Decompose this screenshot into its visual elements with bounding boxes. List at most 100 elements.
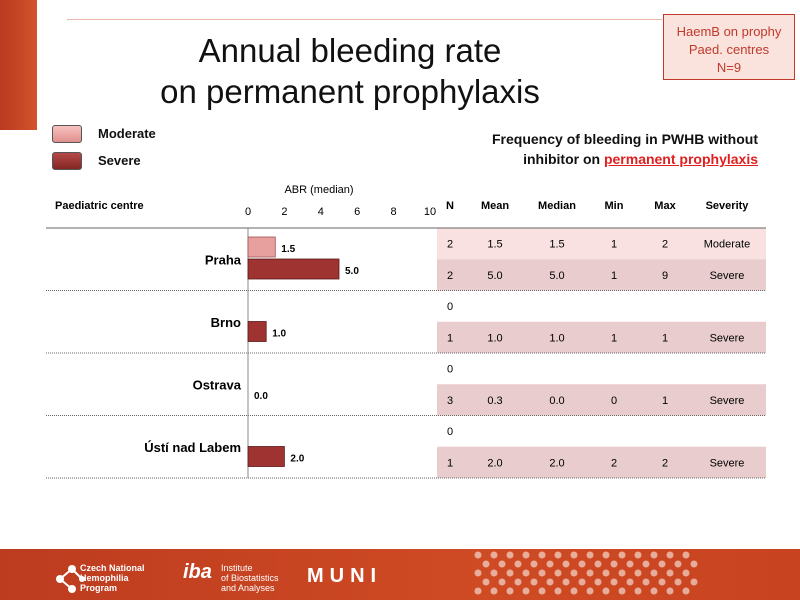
- decorative-dot: [650, 569, 658, 577]
- decorative-dot: [594, 560, 602, 568]
- table-cell: 1.0: [487, 332, 502, 344]
- decorative-dot: [522, 569, 530, 577]
- table-title-line-2: inhibitor on permanent prophylaxis: [420, 149, 758, 169]
- decorative-dot: [658, 560, 666, 568]
- table-cell: Severe: [710, 332, 745, 344]
- decorative-dot: [530, 578, 538, 586]
- iba-logo-text: Institute of Biostatistics and Analyses: [221, 563, 279, 593]
- bar-data-label: 1.5: [281, 244, 295, 255]
- table-title-line-2-text: inhibitor on: [523, 151, 601, 167]
- decorative-dot: [666, 551, 674, 559]
- decorative-dot: [610, 560, 618, 568]
- decorative-dot: [514, 560, 522, 568]
- table-cell: 2: [662, 457, 668, 469]
- table-row-background: [437, 446, 766, 478]
- bar-data-label: 1.0: [272, 329, 286, 340]
- iba-logo: iba: [183, 561, 212, 583]
- decorative-dot: [474, 569, 482, 577]
- cnhp-line-1: Czech National: [80, 563, 145, 573]
- table-cell: 1: [611, 239, 617, 251]
- decorative-dot: [570, 569, 578, 577]
- decorative-dot: [618, 587, 626, 595]
- bar-moderate: [247, 236, 276, 258]
- x-tick-label: 10: [424, 206, 436, 218]
- table-row-background: [437, 228, 766, 260]
- bar-severe: [247, 321, 267, 342]
- table-cell: 0: [447, 364, 453, 376]
- table-header-cell: Median: [538, 200, 576, 212]
- table-cell: 1.5: [549, 239, 564, 251]
- x-tick-label: 2: [281, 206, 287, 218]
- title-line-2: on permanent prophylaxis: [160, 73, 540, 110]
- footer-bar: Czech National Hemophilia Program iba In…: [0, 549, 800, 600]
- table-cell: 1.5: [487, 239, 502, 251]
- cohort-info-line-1: HaemB on prophy: [676, 24, 782, 39]
- decorative-dot: [626, 560, 634, 568]
- decorative-dot: [506, 551, 514, 559]
- category-label: Ostrava: [193, 377, 242, 392]
- decorative-dot: [642, 560, 650, 568]
- table-cell: 1: [447, 457, 453, 469]
- decorative-dot: [498, 560, 506, 568]
- decorative-dot: [474, 551, 482, 559]
- row-header-label: Paediatric centre: [55, 200, 144, 212]
- decorative-dot: [666, 569, 674, 577]
- table-cell: 2.0: [549, 457, 564, 469]
- category-label: Praha: [205, 252, 242, 267]
- cohort-info-box: HaemB on prophy Paed. centres N=9: [663, 14, 795, 80]
- decorative-dot: [474, 587, 482, 595]
- table-cell: 5.0: [549, 270, 564, 282]
- cnhp-line-2: Hemophilia: [80, 573, 129, 583]
- table-cell: 1: [662, 395, 668, 407]
- decorative-dot: [530, 560, 538, 568]
- table-cell: 2: [447, 270, 453, 282]
- table-cell: 1: [611, 332, 617, 344]
- decorative-dot: [586, 551, 594, 559]
- table-row-background: [437, 321, 766, 353]
- bar-data-label: 5.0: [345, 266, 359, 277]
- table-cell: 0.3: [487, 395, 502, 407]
- cnhp-logo-icon: [56, 565, 85, 593]
- iba-line-3: and Analyses: [221, 583, 275, 593]
- cnhp-logo-text: Czech National Hemophilia Program: [80, 563, 145, 593]
- decorative-dot: [578, 560, 586, 568]
- decorative-dot: [522, 587, 530, 595]
- decorative-dot: [570, 587, 578, 595]
- cohort-info-line-3: N=9: [716, 60, 742, 75]
- page-title: Annual bleeding rate on permanent prophy…: [120, 30, 580, 112]
- decorative-dot: [594, 578, 602, 586]
- table-cell: 2: [662, 239, 668, 251]
- table-cell: 0: [447, 426, 453, 438]
- table-cell: 0.0: [549, 395, 564, 407]
- decorative-dot: [682, 551, 690, 559]
- legend-label-moderate: Moderate: [98, 126, 156, 141]
- x-tick-label: 8: [391, 206, 397, 218]
- decorative-dot: [554, 569, 562, 577]
- x-axis-label: ABR (median): [284, 184, 353, 196]
- decorative-dot: [674, 578, 682, 586]
- table-cell: Severe: [710, 270, 745, 282]
- left-accent-bar: [0, 0, 37, 130]
- decorative-dot: [618, 551, 626, 559]
- decorative-dot: [554, 551, 562, 559]
- decorative-dot: [506, 587, 514, 595]
- decorative-dot: [538, 587, 546, 595]
- legend-label-severe: Severe: [98, 153, 141, 168]
- bar-severe: [247, 258, 340, 280]
- table-header-cell: Min: [605, 200, 624, 212]
- table-header-cell: N: [446, 200, 454, 212]
- x-tick-label: 0: [245, 206, 251, 218]
- x-tick-label: 4: [318, 206, 324, 218]
- decorative-dot: [554, 587, 562, 595]
- decorative-dot: [562, 560, 570, 568]
- decorative-dot: [602, 551, 610, 559]
- decorative-dot: [634, 551, 642, 559]
- cnhp-line-3: Program: [80, 583, 118, 593]
- category-label: Ústí nad Labem: [144, 440, 241, 455]
- legend-swatch-severe: [52, 151, 82, 170]
- decorative-dot: [546, 578, 554, 586]
- table-cell: 1: [611, 270, 617, 282]
- table-row-background: [437, 384, 766, 416]
- decorative-dot: [682, 569, 690, 577]
